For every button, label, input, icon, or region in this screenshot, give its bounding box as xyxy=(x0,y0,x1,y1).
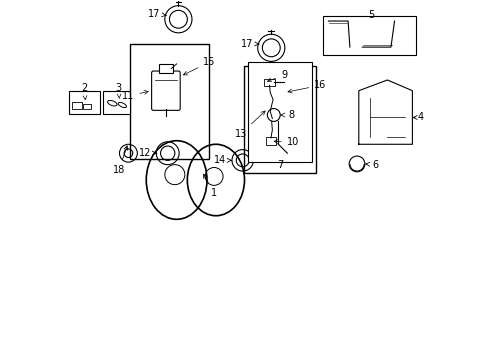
FancyBboxPatch shape xyxy=(247,62,312,162)
FancyBboxPatch shape xyxy=(83,104,91,109)
FancyBboxPatch shape xyxy=(266,138,275,145)
FancyBboxPatch shape xyxy=(69,91,100,114)
Text: 11: 11 xyxy=(122,90,148,101)
Text: 8: 8 xyxy=(281,110,294,120)
Text: 17: 17 xyxy=(241,39,259,49)
Text: 7: 7 xyxy=(277,159,283,170)
Text: 13: 13 xyxy=(235,111,264,139)
Text: 17: 17 xyxy=(148,9,166,19)
FancyBboxPatch shape xyxy=(72,103,81,109)
Text: 5: 5 xyxy=(367,10,374,19)
FancyBboxPatch shape xyxy=(244,66,315,173)
Text: 1: 1 xyxy=(203,174,217,198)
FancyBboxPatch shape xyxy=(103,91,130,114)
FancyBboxPatch shape xyxy=(323,16,415,55)
Text: 2: 2 xyxy=(81,83,87,100)
FancyBboxPatch shape xyxy=(130,44,208,158)
Text: 6: 6 xyxy=(365,159,378,170)
Text: 4: 4 xyxy=(412,112,423,122)
Text: 15: 15 xyxy=(183,57,215,75)
Text: 16: 16 xyxy=(287,80,326,93)
FancyBboxPatch shape xyxy=(151,71,180,111)
Text: 18: 18 xyxy=(112,146,127,175)
FancyBboxPatch shape xyxy=(274,90,283,97)
FancyBboxPatch shape xyxy=(159,64,173,73)
FancyBboxPatch shape xyxy=(263,79,274,86)
Text: 12: 12 xyxy=(138,148,156,158)
Text: 3: 3 xyxy=(116,83,122,98)
Text: 10: 10 xyxy=(274,138,298,148)
Text: 9: 9 xyxy=(267,70,286,82)
Text: 14: 14 xyxy=(213,156,231,165)
